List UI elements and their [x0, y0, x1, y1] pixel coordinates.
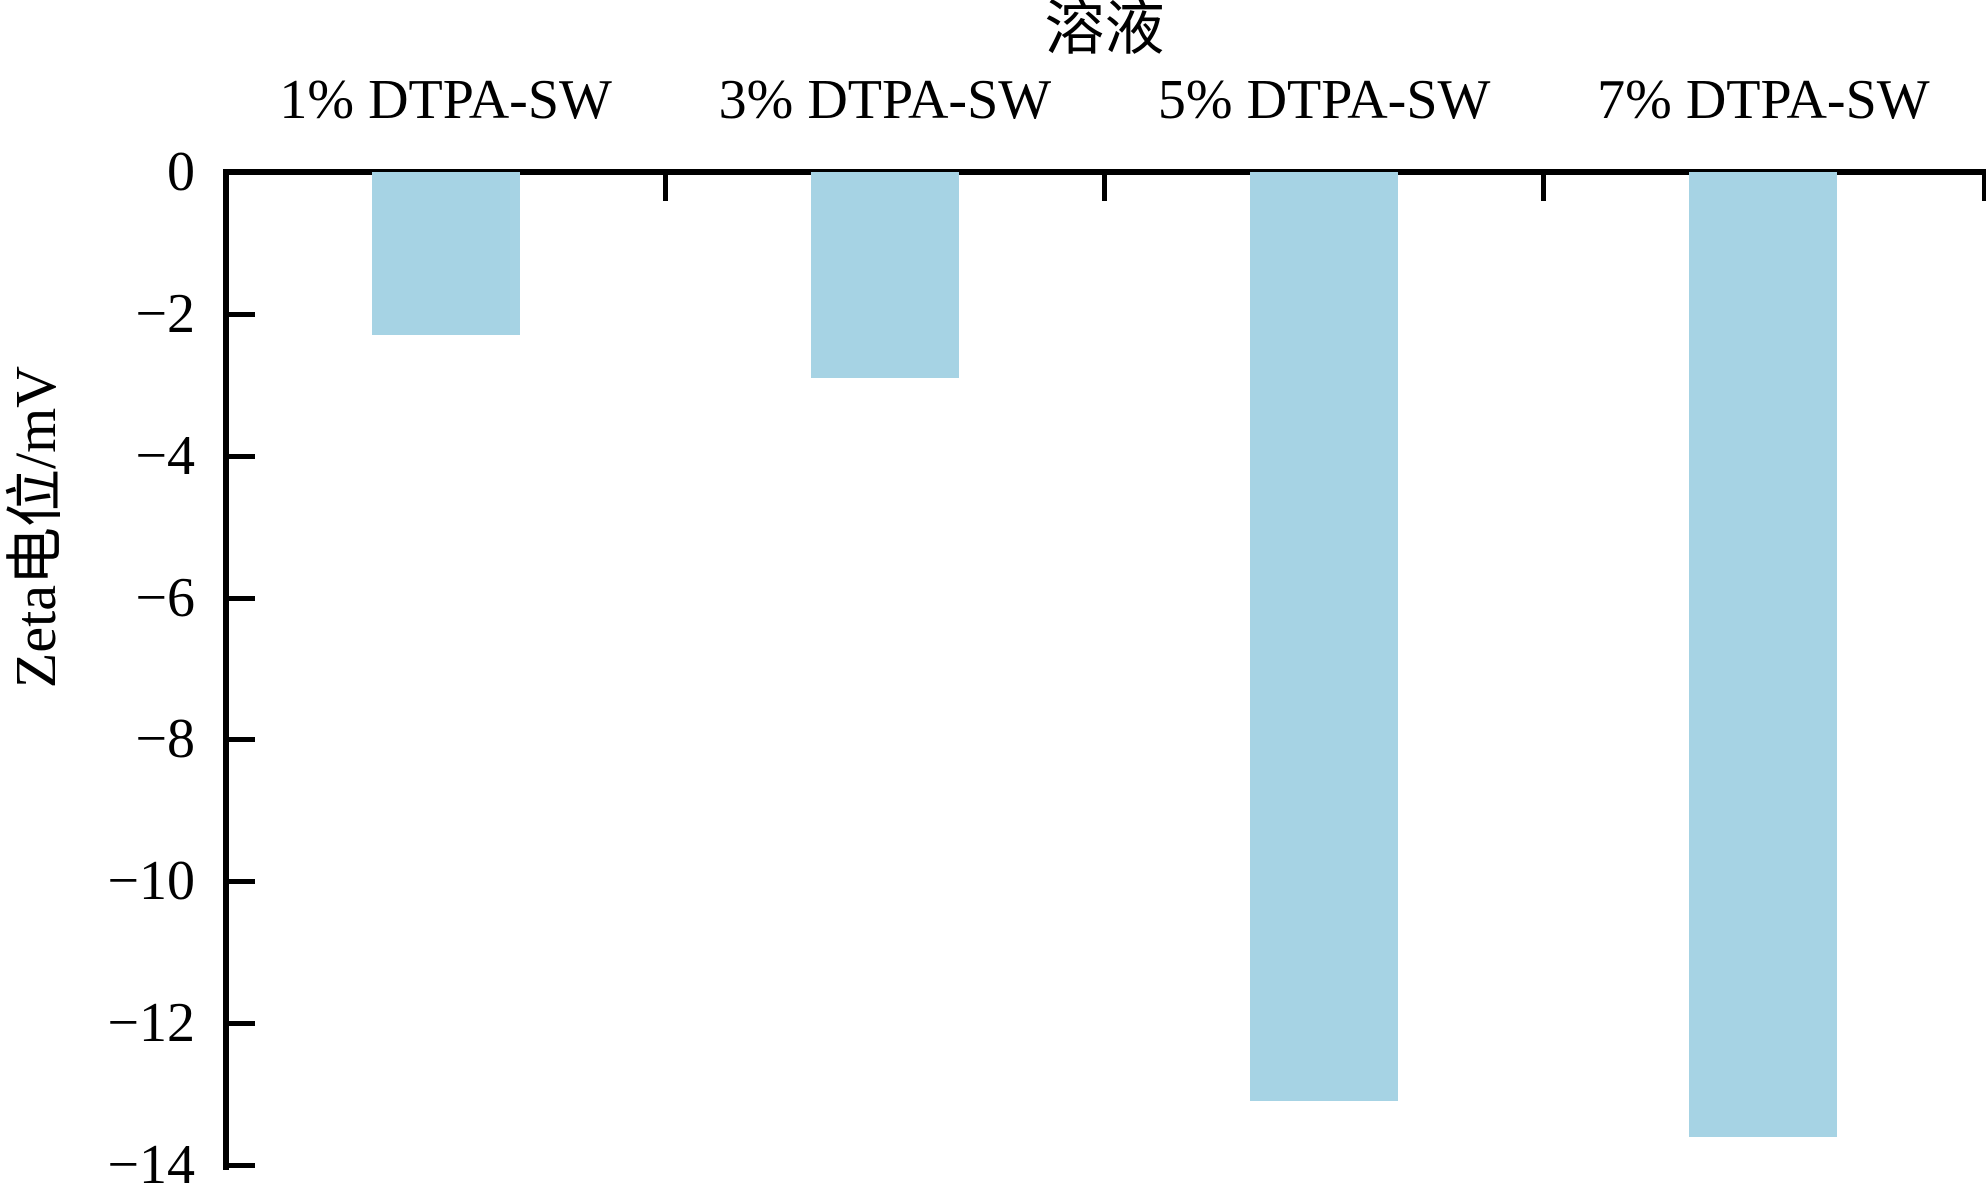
x-tick-mark: [662, 175, 668, 201]
bar: [1250, 172, 1399, 1102]
y-tick-label: −8: [135, 708, 195, 771]
y-axis-line: [223, 169, 229, 1170]
chart-title: 溶液: [1044, 0, 1165, 62]
y-tick-mark: [229, 737, 255, 743]
x-tick-mark: [1102, 175, 1107, 201]
y-tick-mark: [229, 595, 255, 601]
y-tick-label: −2: [135, 282, 195, 345]
category-label: 3% DTPA-SW: [718, 69, 1052, 131]
category-label: 5% DTPA-SW: [1157, 69, 1491, 131]
x-tick-mark: [1541, 175, 1547, 201]
y-tick-label: −4: [135, 424, 195, 487]
y-tick-mark: [229, 879, 255, 885]
category-label: 1% DTPA-SW: [279, 69, 612, 131]
bar: [371, 172, 520, 336]
x-axis-line: [223, 169, 1986, 175]
x-tick-mark: [1981, 175, 1986, 201]
y-tick-label: −12: [107, 992, 195, 1055]
y-tick-mark: [229, 453, 255, 459]
category-label: 7% DTPA-SW: [1597, 69, 1930, 131]
y-tick-mark: [229, 311, 255, 317]
y-tick-label: −14: [107, 1134, 195, 1196]
y-tick-mark: [229, 1021, 255, 1027]
bar: [810, 172, 959, 378]
y-axis-label: Zeta电位/mV: [3, 365, 68, 689]
y-tick-label: −6: [135, 566, 195, 629]
y-tick-label: −10: [107, 850, 195, 913]
y-tick-label: 0: [167, 141, 195, 203]
y-tick-mark: [229, 1163, 255, 1168]
bar: [1689, 172, 1838, 1137]
